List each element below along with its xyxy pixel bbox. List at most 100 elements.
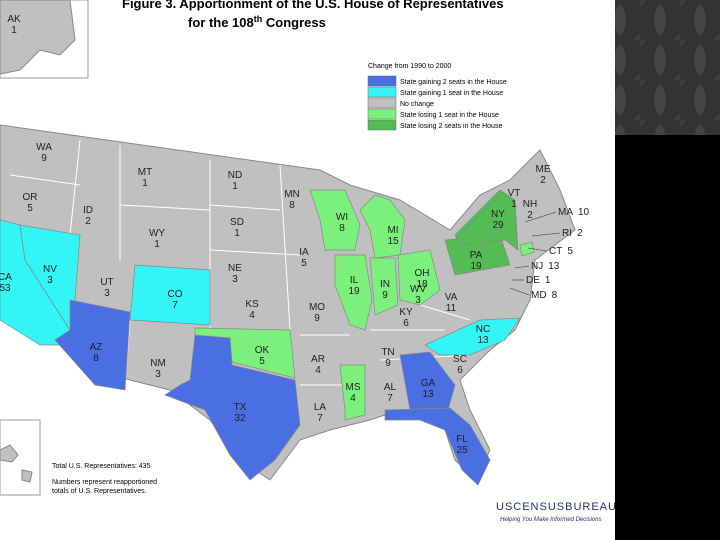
side-pattern — [615, 0, 720, 135]
state-label: RI 2 — [562, 228, 583, 239]
state-seats: 7 — [172, 300, 178, 311]
state-seats: 1 — [545, 275, 551, 286]
state-seats: 10 — [578, 207, 590, 218]
legend-label: State gaining 2 seats in the House — [400, 79, 507, 86]
leader-line — [527, 247, 548, 252]
legend-swatch — [367, 108, 397, 120]
state-abbr: MI — [387, 225, 398, 236]
logo-tagline: Helping You Make Informed Decisions — [500, 517, 602, 523]
state-abbr: IL — [350, 275, 359, 286]
state-seats: 9 — [41, 153, 47, 164]
state-label: MA 10 — [558, 207, 590, 218]
state-abbr: GA — [421, 378, 436, 389]
state-seats: 4 — [249, 310, 255, 321]
state-shape — [339, 364, 366, 421]
state-abbr: CO — [168, 289, 183, 300]
state-label: NJ 13 — [531, 261, 560, 272]
state-seats: 7 — [387, 393, 393, 404]
state-abbr: OH — [415, 268, 430, 279]
logo-name: USCENSUSBUREAU — [496, 501, 617, 513]
state-shape — [424, 317, 521, 356]
state-abbr: CA — [0, 272, 12, 283]
state-seats: 9 — [382, 290, 388, 301]
state-label: CT 5 — [549, 246, 573, 257]
legend-swatch — [367, 86, 397, 98]
state-abbr: MN — [284, 189, 300, 200]
state-abbr: NE — [228, 263, 242, 274]
state-seats: 8 — [552, 290, 558, 301]
legend-label: State gaining 1 seat in the House — [400, 90, 503, 97]
state-abbr: MO — [309, 302, 325, 313]
state-shape — [384, 407, 491, 486]
state-shape — [519, 241, 535, 257]
state-abbr: WA — [36, 142, 52, 153]
state-seats: 6 — [403, 318, 409, 329]
state-abbr: VA — [445, 292, 458, 303]
state-seats: 2 — [577, 228, 583, 239]
state-seats: 29 — [492, 220, 504, 231]
state-seats: 5 — [259, 356, 265, 367]
state-abbr: ND — [228, 170, 242, 181]
state-abbr: PA — [470, 250, 483, 261]
state-abbr: NM — [150, 358, 166, 369]
state-abbr: WI — [336, 212, 348, 223]
state-abbr: MS — [346, 382, 361, 393]
state-abbr: VT — [508, 188, 521, 199]
alaska — [0, 0, 76, 75]
state-seats: 15 — [387, 236, 399, 247]
state-seats: 18 — [416, 279, 428, 290]
legend: State gaining 2 seats in the House State … — [367, 75, 507, 131]
legend-swatch — [367, 75, 397, 87]
state-abbr: IN — [380, 279, 390, 290]
state-seats: 1 — [232, 181, 238, 192]
state-label: MD 8 — [531, 290, 558, 301]
state-abbr: TX — [234, 402, 247, 413]
hawaii — [0, 444, 33, 483]
state-seats: 8 — [93, 353, 99, 364]
state-seats: 19 — [470, 261, 482, 272]
note-total: Total U.S. Representatives: 435 — [52, 463, 151, 470]
state-abbr: SD — [230, 217, 244, 228]
state-seats: 3 — [47, 275, 53, 286]
state-label: DE 1 — [526, 275, 551, 286]
state-shape — [399, 351, 456, 411]
legend-swatch — [367, 97, 397, 109]
note-line2: totals of U.S. Representatives. — [52, 488, 147, 495]
state-seats: 1 — [511, 199, 517, 210]
state-abbr: UT — [100, 277, 113, 288]
state-abbr: OR — [23, 192, 38, 203]
state-abbr: OK — [255, 345, 270, 356]
note-line1: Numbers represent reapportioned — [52, 479, 157, 486]
state-seats: 25 — [456, 445, 468, 456]
state-abbr: AZ — [90, 342, 103, 353]
state-abbr: AR — [311, 354, 325, 365]
state-abbr: NY — [491, 209, 505, 220]
state-abbr: NH — [523, 199, 537, 210]
state-abbr: CT — [549, 246, 562, 257]
state-abbr: SC — [453, 354, 467, 365]
state-shape — [164, 334, 301, 481]
state-seats: 3 — [104, 288, 110, 299]
state-seats: 5 — [301, 258, 307, 269]
state-shape — [334, 254, 373, 331]
title-line2-text: for the 108 — [188, 15, 254, 30]
state-seats: 3 — [155, 369, 161, 380]
state-abbr: IA — [299, 247, 309, 258]
state-abbr: ME — [536, 164, 551, 175]
state-abbr: AK — [7, 14, 21, 25]
state-seats: 3 — [232, 274, 238, 285]
state-abbr: LA — [314, 402, 327, 413]
state-abbr: MT — [138, 167, 152, 178]
title-line1: Figure 3. Apportionment of the U.S. Hous… — [122, 0, 504, 11]
state-seats: 11 — [446, 303, 457, 314]
state-seats: 7 — [317, 413, 323, 424]
state-abbr: NJ — [531, 261, 543, 272]
state-abbr: TN — [381, 347, 394, 358]
leader-line — [524, 211, 557, 223]
state-shape — [129, 264, 211, 326]
title-line2: for the 108th Congress — [188, 14, 326, 30]
legend-label: State losing 1 seat in the House — [400, 112, 499, 119]
state-abbr: RI — [562, 228, 572, 239]
state-abbr: AL — [384, 382, 397, 393]
